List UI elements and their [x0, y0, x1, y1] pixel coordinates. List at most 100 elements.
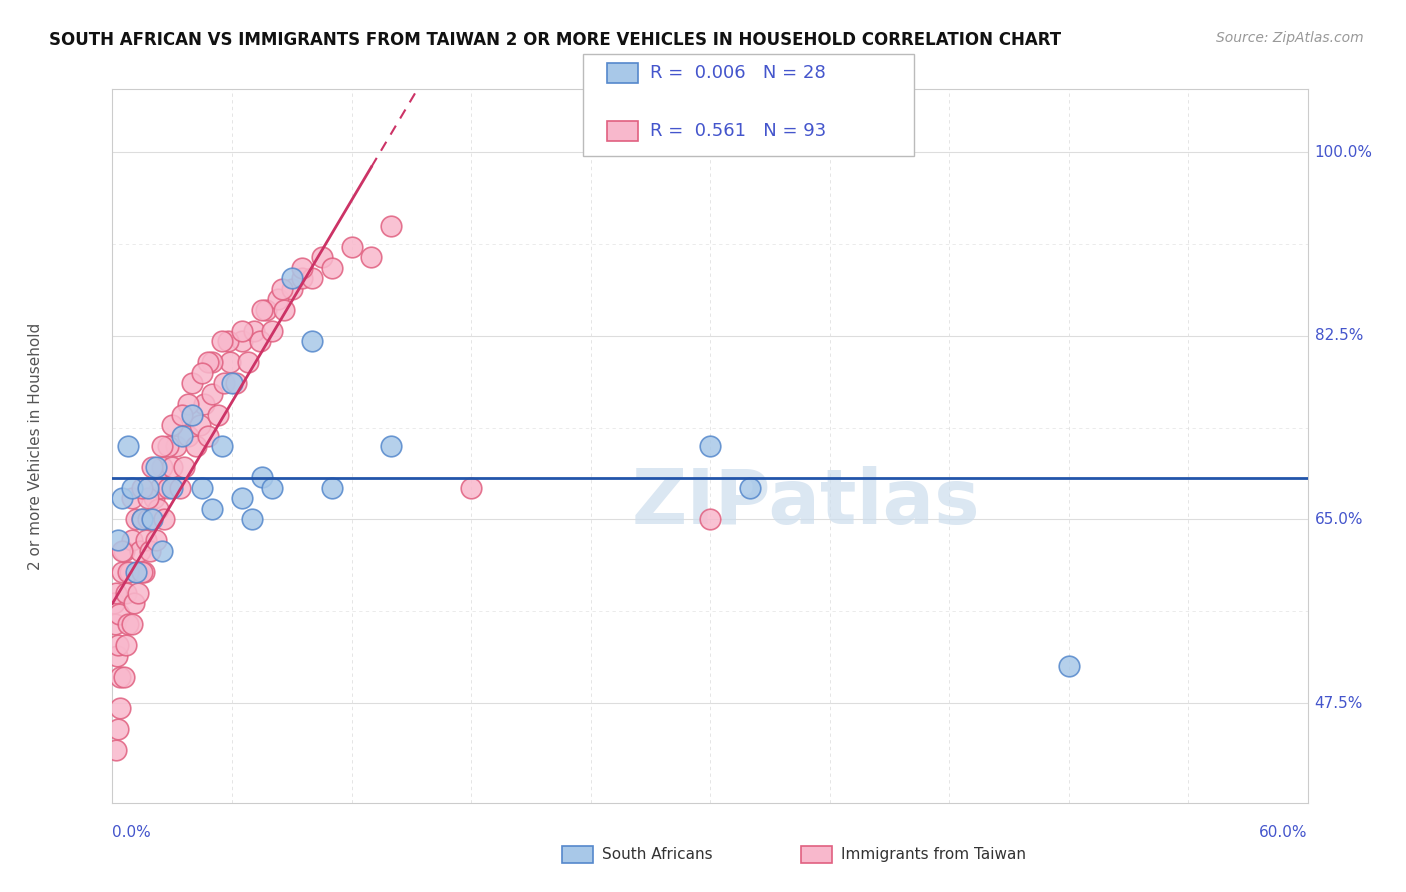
Point	[124, 596, 146, 610]
Point	[107, 723, 129, 737]
Text: Source: ZipAtlas.com: Source: ZipAtlas.com	[1216, 31, 1364, 45]
Point	[111, 491, 134, 506]
Text: R =  0.561   N = 93: R = 0.561 N = 93	[650, 122, 825, 140]
Point	[197, 355, 219, 369]
Point	[107, 639, 129, 653]
Point	[131, 512, 153, 526]
Point	[225, 376, 247, 390]
Point	[117, 439, 139, 453]
Point	[114, 544, 135, 558]
Text: 60.0%: 60.0%	[1260, 825, 1308, 840]
Point	[117, 565, 139, 579]
Text: South Africans: South Africans	[602, 847, 713, 862]
Point	[301, 334, 323, 348]
Point	[165, 439, 187, 453]
Point	[311, 250, 333, 264]
Point	[127, 586, 149, 600]
Point	[231, 491, 253, 506]
Text: SOUTH AFRICAN VS IMMIGRANTS FROM TAIWAN 2 OR MORE VEHICLES IN HOUSEHOLD CORRELAT: SOUTH AFRICAN VS IMMIGRANTS FROM TAIWAN …	[49, 31, 1062, 49]
Point	[121, 481, 143, 495]
Point	[150, 460, 173, 475]
Point	[699, 439, 721, 453]
Point	[231, 324, 253, 338]
Point	[281, 282, 304, 296]
Point	[197, 428, 219, 442]
Point	[114, 670, 135, 684]
Point	[212, 376, 235, 390]
Point	[699, 512, 721, 526]
Point	[131, 565, 153, 579]
Point	[281, 271, 304, 285]
Point	[243, 324, 266, 338]
Point	[260, 481, 283, 495]
Point	[360, 250, 382, 264]
Point	[240, 512, 263, 526]
Point	[191, 366, 214, 380]
Point	[172, 408, 194, 422]
Text: 0.0%: 0.0%	[112, 825, 152, 840]
Point	[103, 596, 125, 610]
Point	[148, 502, 170, 516]
Point	[117, 617, 139, 632]
Point	[169, 481, 191, 495]
Point	[131, 481, 153, 495]
Point	[173, 460, 195, 475]
Point	[115, 586, 138, 600]
Point	[460, 481, 482, 495]
Point	[380, 439, 402, 453]
Point	[138, 481, 160, 495]
Point	[191, 481, 214, 495]
Point	[138, 491, 160, 506]
Point	[141, 460, 163, 475]
Text: Immigrants from Taiwan: Immigrants from Taiwan	[841, 847, 1026, 862]
Point	[139, 544, 162, 558]
Point	[125, 565, 148, 579]
Point	[291, 260, 314, 275]
Point	[121, 491, 143, 506]
Point	[221, 376, 243, 390]
Point	[380, 219, 402, 233]
Point	[211, 334, 233, 348]
Point	[141, 512, 163, 526]
Point	[162, 481, 183, 495]
Point	[236, 355, 259, 369]
Point	[181, 376, 204, 390]
Point	[150, 544, 173, 558]
Point	[110, 701, 132, 715]
Text: 65.0%: 65.0%	[1315, 512, 1362, 527]
Point	[134, 565, 156, 579]
Point	[254, 302, 277, 317]
Point	[231, 334, 253, 348]
Point	[141, 512, 163, 526]
Point	[250, 470, 273, 484]
Point	[105, 743, 128, 757]
Point	[273, 302, 295, 317]
Point	[321, 481, 343, 495]
Point	[111, 565, 134, 579]
Point	[153, 512, 176, 526]
Point	[340, 239, 363, 253]
Point	[201, 502, 224, 516]
Point	[127, 565, 149, 579]
Point	[193, 397, 215, 411]
Point	[267, 292, 290, 306]
Point	[145, 533, 167, 548]
Text: ZIPatlas: ZIPatlas	[631, 467, 980, 540]
Point	[201, 355, 224, 369]
Point	[260, 324, 283, 338]
Point	[1057, 659, 1080, 673]
Point	[157, 481, 180, 495]
Point	[107, 533, 129, 548]
Point	[121, 617, 143, 632]
Point	[131, 512, 153, 526]
Point	[250, 302, 273, 317]
Point	[270, 282, 292, 296]
Point	[201, 386, 224, 401]
Point	[121, 533, 143, 548]
Point	[111, 544, 134, 558]
Point	[249, 334, 271, 348]
Point	[135, 533, 157, 548]
Text: 100.0%: 100.0%	[1315, 145, 1372, 160]
Point	[105, 586, 128, 600]
Point	[219, 355, 242, 369]
